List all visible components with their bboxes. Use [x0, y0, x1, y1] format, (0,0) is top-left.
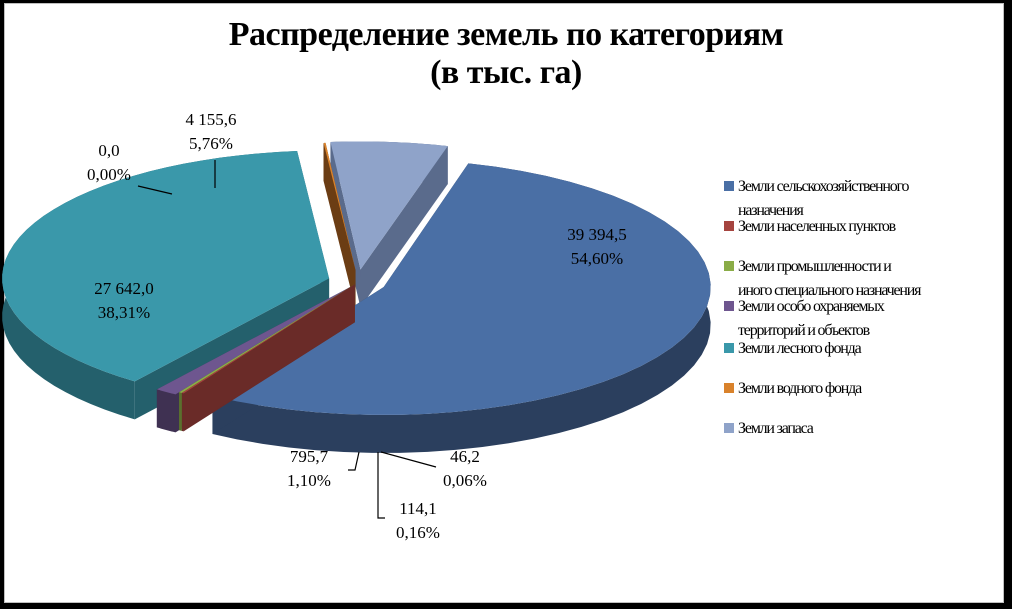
pie-slice-top	[323, 142, 356, 271]
data-label-value: 795,7	[290, 447, 329, 466]
leader-line	[348, 451, 360, 471]
pie-slice-side	[212, 163, 711, 453]
chart-title: Распределение земель по категориям (в ты…	[0, 16, 1012, 92]
chart-title-line-1: Распределение земель по категориям	[228, 16, 784, 53]
legend-label-line: иного специального назначения	[738, 282, 921, 299]
legend-label-line: Земли запаса	[738, 420, 814, 437]
legend-swatch	[724, 301, 734, 311]
legend-label: Земли лесного фонда	[738, 337, 974, 361]
pie-slice-wall	[181, 284, 355, 431]
pie-slice-top	[156, 286, 352, 395]
pie-slice-top	[212, 163, 711, 415]
pie-slice-top	[2, 151, 330, 382]
pie-slice-top	[330, 141, 448, 270]
data-label-percent: 1,10%	[287, 471, 331, 490]
pie-slice-top	[179, 284, 355, 393]
data-label-percent: 38,31%	[98, 303, 150, 322]
legend-swatch	[724, 383, 734, 393]
data-label-percent: 5,76%	[189, 134, 233, 153]
data-label-percent: 0,00%	[87, 165, 131, 184]
pie-slice	[181, 284, 355, 432]
data-label-value: 39 394,5	[567, 225, 627, 244]
leader-line	[137, 185, 173, 195]
legend-label-line: Земли водного фонда	[738, 380, 862, 397]
data-label-value: 4 155,6	[186, 110, 237, 129]
legend-label-line: территорий и объектов	[738, 322, 870, 339]
pie-slice-wall	[360, 146, 448, 308]
legend-label: Земли водного фонда	[738, 377, 974, 401]
pie-slice-top	[181, 284, 355, 394]
data-label-value: 46,2	[450, 447, 480, 466]
legend-label: Земли населенных пунктов	[738, 215, 974, 239]
legend-swatch	[724, 181, 734, 191]
pie-slice	[212, 163, 711, 453]
legend-swatch	[724, 221, 734, 231]
legend-label-line: Земли лесного фонда	[738, 340, 862, 357]
data-label-value: 0,0	[98, 141, 119, 160]
legend-label-line: назначения	[738, 202, 804, 219]
data-label-percent: 0,06%	[443, 471, 487, 490]
legend-swatch	[724, 423, 734, 433]
legend-label-line: Земли промышленности и	[738, 258, 892, 275]
legend-swatch	[724, 261, 734, 271]
pie-slice	[323, 142, 356, 309]
legend-swatch	[724, 343, 734, 353]
data-label-percent: 0,16%	[396, 523, 440, 542]
pie-slice-wall	[325, 142, 356, 309]
pie-slices	[2, 141, 711, 453]
leader-line	[380, 451, 437, 468]
legend-label-line: Земли населенных пунктов	[738, 218, 896, 235]
legend-label-line: Земли особо охраняемых	[738, 298, 885, 315]
legend-label-line: Земли сельскохозяйственного	[738, 178, 910, 195]
data-labels: 39 394,5 54,60% 46,2 0,06% 114,1 0,16% 795,7 1,…	[87, 110, 627, 542]
chart-title-line-2: (в тыс. га)	[430, 54, 582, 91]
legend-label: Земли сельскохозяйственного назначения	[738, 175, 974, 223]
data-label-value: 27 642,0	[94, 279, 154, 298]
legend-label: Земли особо охраняемых территорий и объек…	[738, 295, 974, 343]
legend-label: Земли запаса	[738, 417, 974, 441]
leader-line	[377, 452, 385, 519]
data-label-percent: 54,60%	[571, 249, 623, 268]
leader-lines	[137, 160, 437, 519]
legend-label: Земли промышленности и иного специального…	[738, 255, 974, 303]
data-label-value: 114,1	[399, 499, 437, 518]
